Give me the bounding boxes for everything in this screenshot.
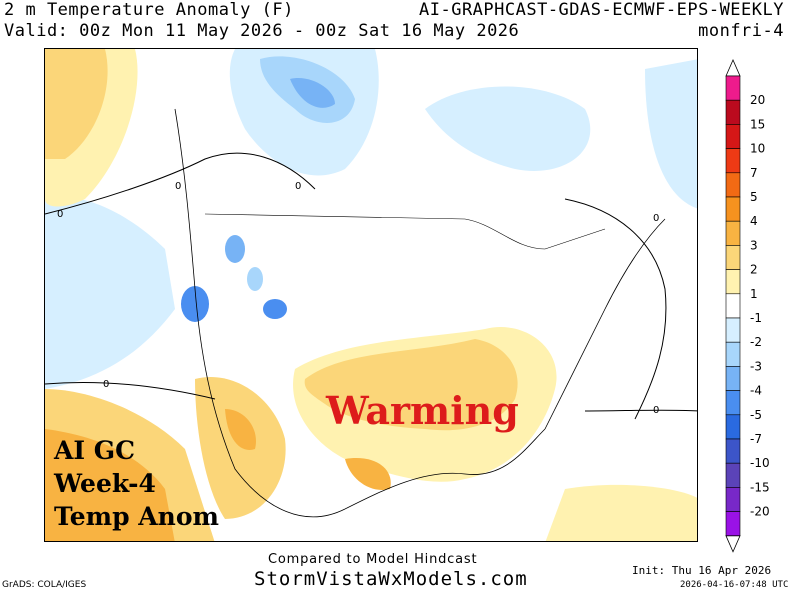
colorbar-tick-label: -7 — [750, 432, 762, 446]
colorbar-tick-label: 1 — [750, 287, 758, 301]
colorbar-swatch — [725, 511, 741, 537]
colorbar-tick-label: 10 — [750, 142, 765, 156]
colorbar-swatch — [725, 99, 741, 125]
contour-label: 0 — [295, 181, 301, 192]
valid-period: Valid: 00z Mon 11 May 2026 - 00z Sat 16 … — [4, 21, 520, 41]
colorbar-swatch — [725, 172, 741, 198]
colorbar-swatch — [725, 341, 741, 367]
colorbar-swatch — [725, 366, 741, 391]
timestamp: 2026-04-16-07:48 UTC — [680, 580, 789, 590]
colorbar-top-arrow — [725, 59, 741, 77]
colorbar-swatch — [725, 124, 741, 149]
hindcast-note: Compared to Model Hindcast — [268, 552, 478, 567]
contour-label: 0 — [653, 213, 659, 224]
colorbar-swatch — [725, 390, 741, 416]
init-time: Init: Thu 16 Apr 2026 — [632, 564, 772, 577]
colorbar-swatch — [725, 487, 741, 512]
contour-label: 0 — [103, 379, 109, 390]
colorbar-swatch — [725, 196, 741, 222]
annotation-line: AI GC — [54, 436, 136, 465]
colorbar-tick-label: -5 — [750, 408, 762, 422]
colorbar-tick-label: -2 — [750, 335, 762, 349]
site-name: StormVistaWxModels.com — [254, 568, 528, 590]
colorbar-tick-label: -20 — [750, 505, 770, 519]
warming-annotation: Warming — [326, 388, 519, 433]
contour-label: 0 — [57, 209, 63, 220]
model-name: AI-GRAPHCAST-GDAS-ECMWF-EPS-WEEKLY — [419, 0, 784, 20]
map-title: 2 m Temperature Anomaly (F) — [4, 0, 294, 20]
colorbar-swatch — [725, 438, 741, 464]
colorbar-tick-label: -3 — [750, 359, 762, 373]
color-legend: 20 15 10 7 5 4 3 2 1 -1 -2 -3 -4 -5 -7 -10 -15 -20 — [725, 59, 770, 553]
colorbar-swatch — [725, 269, 741, 295]
colorbar-tick-label: 7 — [750, 166, 758, 180]
period-code: monfri-4 — [698, 21, 784, 41]
software-credit: GrADS: COLA/IGES — [2, 580, 87, 590]
contour-label: 0 — [653, 405, 659, 416]
colorbar-tick-label: -4 — [750, 384, 762, 398]
colorbar-tick-label: -10 — [750, 456, 770, 470]
contour-label: 0 — [175, 181, 181, 192]
colorbar-swatch — [725, 75, 741, 101]
colorbar-swatch — [725, 293, 741, 319]
annotation-line: Temp Anom — [54, 502, 219, 531]
model-week-annotation: AI GC Week-4 Temp Anom — [54, 434, 219, 533]
colorbar-swatch — [725, 220, 741, 246]
colorbar-swatch — [725, 317, 741, 343]
colorbar-swatch — [725, 245, 741, 270]
colorbar-tick-label: 2 — [750, 263, 758, 277]
colorbar-swatch — [725, 414, 741, 440]
colorbar-swatch — [725, 148, 741, 174]
map-panel: 0 0 0 0 0 0 — [44, 48, 698, 542]
colorbar-tick-label: 20 — [750, 93, 765, 107]
anomaly-map: 0 0 0 0 0 0 — [45, 49, 697, 541]
colorbar-bottom-arrow — [725, 535, 741, 553]
annotation-line: Week-4 — [54, 469, 156, 498]
colorbar-swatch — [725, 462, 741, 488]
colorbar-tick-label: -1 — [750, 311, 762, 325]
colorbar-tick-label: 3 — [750, 238, 758, 252]
colorbar-tick-label: 4 — [750, 214, 758, 228]
colorbar-tick-label: 15 — [750, 117, 765, 131]
colorbar-tick-label: 5 — [750, 190, 758, 204]
colorbar-tick-label: -15 — [750, 480, 770, 494]
